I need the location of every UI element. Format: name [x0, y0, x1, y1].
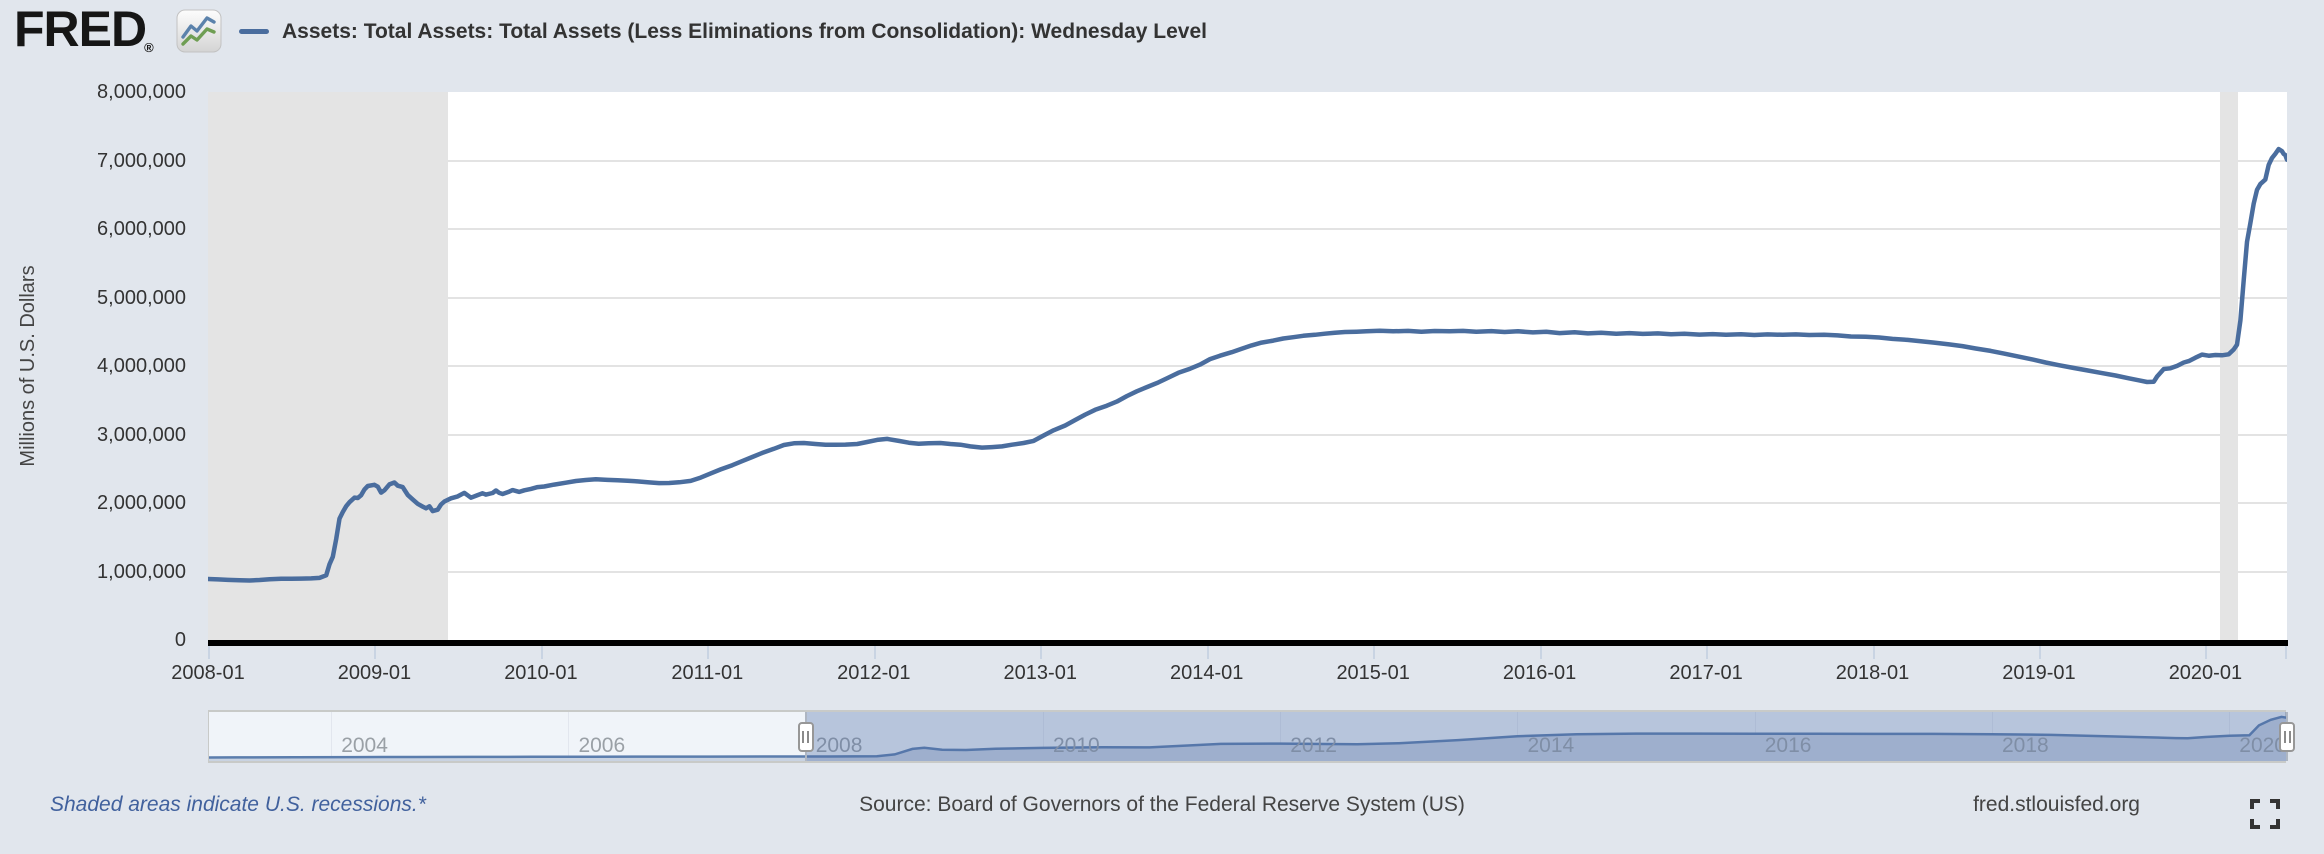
slider-left-handle[interactable] — [797, 722, 814, 752]
x-tick-label: 2014-01 — [1169, 662, 1244, 684]
x-tick-label: 2018-01 — [1835, 662, 1910, 684]
x-tick-label: 2016-01 — [1502, 662, 1577, 684]
x-tick-label: 2017-01 — [1669, 662, 1743, 684]
chart-plot-area[interactable] — [208, 92, 2287, 640]
slider-mini-chart — [209, 715, 2287, 761]
y-tick-label: 3,000,000 — [97, 423, 186, 446]
x-tick-label: 2020-01 — [2168, 662, 2243, 684]
y-tick-label: 2,000,000 — [97, 492, 186, 514]
slider-year-label: 2004 — [341, 734, 388, 757]
series-legend[interactable]: Assets: Total Assets: Total Assets (Less… — [239, 18, 1207, 45]
x-tick-label: 2011-01 — [671, 662, 744, 684]
slider-year-label: 2018 — [2002, 734, 2049, 757]
slider-year-label: 2014 — [1527, 734, 1575, 757]
fred-logo-chart-icon — [176, 9, 222, 53]
slider-year-gridline — [1042, 712, 1044, 761]
total-assets-series-line — [208, 146, 2287, 583]
x-tick-label: 2019-01 — [2002, 662, 2076, 684]
slider-mini-line — [209, 715, 2287, 759]
x-tick-label: 2010-01 — [504, 662, 578, 684]
x-tick-mark — [1040, 646, 1043, 659]
x-tick-mark — [1206, 646, 1209, 659]
fred-logo[interactable]: FRED® — [14, 0, 156, 58]
slider-year-gridline — [331, 712, 333, 761]
x-tick-mark — [374, 646, 377, 659]
fred-site-link[interactable]: fred.stlouisfed.org — [1973, 793, 2140, 816]
x-tick-label: 2008-01 — [171, 662, 245, 684]
series-legend-label: Assets: Total Assets: Total Assets (Less… — [282, 19, 1207, 43]
x-tick-mark — [2205, 646, 2208, 659]
y-tick-label: 7,000,000 — [97, 149, 186, 172]
slider-year-label: 2006 — [578, 734, 626, 757]
gridline — [208, 433, 2287, 436]
recession-shaded-band — [2219, 92, 2238, 640]
recession-shaded-band — [208, 92, 448, 640]
x-tick-label: 2015-01 — [1336, 662, 1410, 684]
x-tick-label: 2009-01 — [337, 662, 412, 684]
slider-year-label: 2012 — [1290, 734, 1337, 757]
x-tick-mark — [1539, 646, 1542, 659]
recession-note-link[interactable]: Shaded areas indicate U.S. recessions.* — [50, 793, 426, 816]
source-text: Source: Board of Governors of the Federa… — [859, 793, 1465, 816]
slider-year-gridline — [568, 712, 570, 761]
x-tick-mark — [1872, 646, 1875, 659]
x-tick-mark — [208, 646, 210, 659]
x-axis-line — [208, 640, 2288, 646]
slider-year-gridline — [1280, 712, 1282, 761]
fullscreen-icon[interactable] — [2248, 797, 2282, 831]
y-tick-label: 1,000,000 — [97, 560, 186, 583]
y-tick-label: 4,000,000 — [97, 355, 186, 377]
gridline — [208, 228, 2287, 230]
gridline — [208, 502, 2287, 504]
slider-right-handle[interactable] — [2279, 722, 2296, 752]
slider-selected-range[interactable] — [805, 712, 2288, 761]
date-range-slider[interactable]: 2004 2006 2008 2010 2012 2014 2016 2018 2020 — [208, 710, 2296, 763]
series-line-chart — [208, 146, 2287, 583]
y-tick-label: 0 — [174, 629, 186, 651]
gridline — [208, 365, 2287, 367]
slider-year-label: 2010 — [1052, 734, 1100, 757]
x-tick-mark — [540, 646, 543, 659]
slider-year-label: 2016 — [1764, 734, 1812, 757]
x-tick-label: 2012-01 — [837, 662, 911, 684]
x-tick-mark — [707, 646, 710, 659]
x-tick-mark — [1373, 646, 1376, 659]
series-color-swatch-icon — [239, 29, 269, 34]
x-tick-mark — [2038, 646, 2041, 659]
x-tick-mark — [1706, 646, 1709, 659]
fred-logo-text: FRED — [14, 1, 147, 57]
y-axis-tick-labels: 8,000,000 7,000,000 6,000,000 5,000,000 4,00… — [0, 0, 186, 700]
gridline — [208, 570, 2287, 573]
slider-year-label: 2008 — [815, 734, 863, 757]
registered-mark: ® — [144, 40, 154, 55]
x-tick-mark — [2285, 646, 2287, 659]
y-tick-label: 5,000,000 — [97, 286, 186, 309]
x-tick-label: 2013-01 — [1003, 662, 1077, 684]
slider-year-label: 2020 — [2239, 734, 2286, 757]
gridline — [208, 159, 2287, 162]
y-tick-label: 6,000,000 — [97, 218, 186, 240]
y-tick-label: 8,000,000 — [97, 81, 186, 103]
slider-mini-area — [209, 716, 2287, 761]
gridline — [208, 296, 2287, 299]
x-tick-mark — [873, 646, 876, 659]
